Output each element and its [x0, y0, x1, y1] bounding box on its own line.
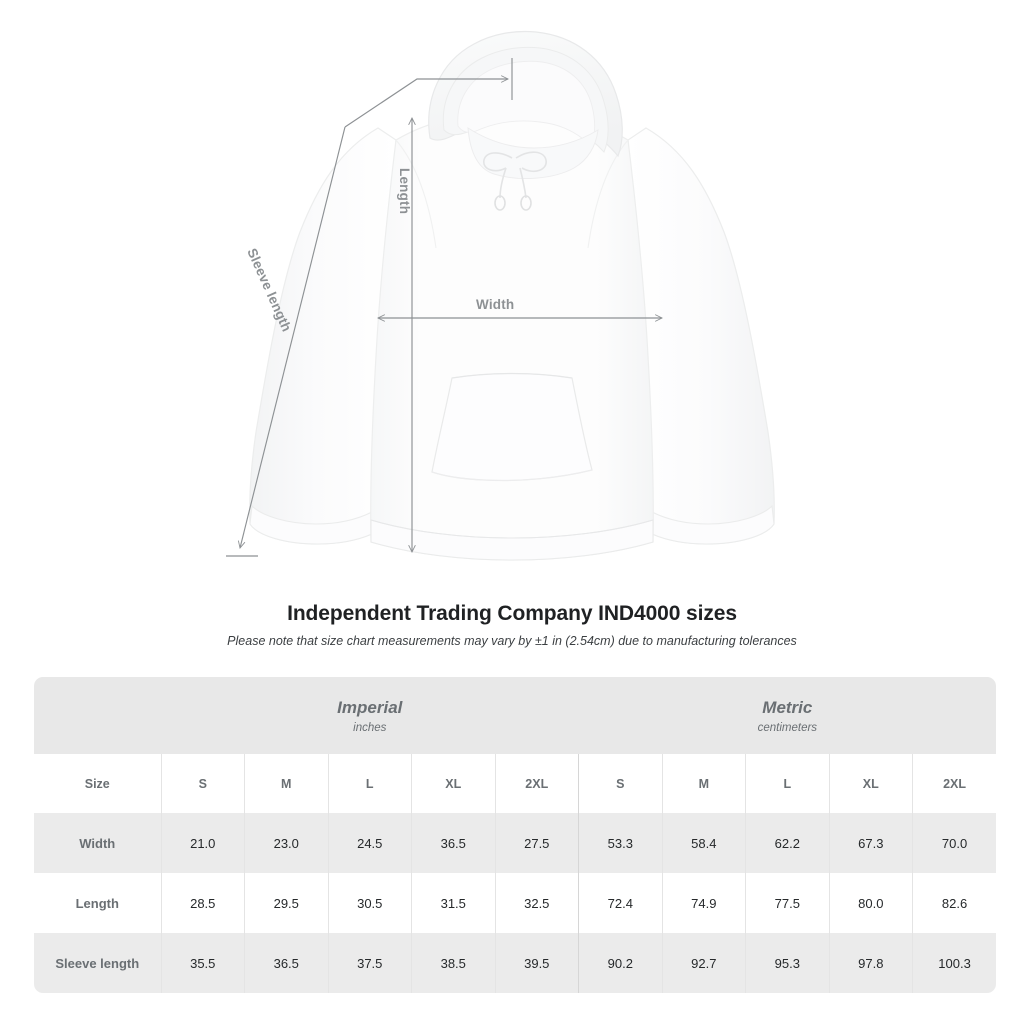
cell-sleeve-metric-xl: 97.8 [828, 933, 913, 993]
cell-width-metric-l: 62.2 [745, 813, 830, 873]
column-header-imperial-l: L [327, 754, 412, 813]
tolerance-note: Please note that size chart measurements… [227, 634, 797, 648]
cell-length-metric-2xl: 82.6 [912, 873, 997, 933]
cell-sleeve-imperial-s: 35.5 [160, 933, 245, 993]
cell-width-imperial-xl: 36.5 [411, 813, 495, 873]
measurement-guides [226, 58, 662, 557]
hoodie-illustration: Width Length Sleeve length [226, 30, 775, 561]
cell-sleeve-imperial-l: 37.5 [327, 933, 412, 993]
cell-sleeve-imperial-2xl: 39.5 [494, 933, 579, 993]
group-header-spacer [34, 677, 161, 754]
cell-width-imperial-l: 24.5 [327, 813, 412, 873]
column-header-metric-m: M [661, 754, 746, 813]
column-header-metric-l: L [745, 754, 830, 813]
width-dimension-label: Width [476, 297, 515, 312]
cell-sleeve-imperial-m: 36.5 [244, 933, 328, 993]
page-title: Independent Trading Company IND4000 size… [287, 602, 737, 625]
column-header-imperial-s: S [160, 754, 245, 813]
cell-length-metric-xl: 80.0 [828, 873, 913, 933]
cell-length-metric-l: 77.5 [745, 873, 830, 933]
column-header-metric-2xl: 2XL [912, 754, 997, 813]
table-row: Length 28.5 29.5 30.5 31.5 32.5 72.4 74.… [34, 873, 997, 933]
group-header-imperial: Imperial inches [161, 677, 579, 754]
cell-length-metric-m: 74.9 [661, 873, 746, 933]
cell-width-imperial-2xl: 27.5 [494, 813, 579, 873]
chart-heading: Independent Trading Company IND4000 size… [0, 602, 1024, 648]
drawstring-bow [483, 151, 547, 211]
row-label-width: Width [34, 813, 161, 873]
size-chart-table: Imperial inches Metric centimeters Size … [34, 677, 997, 993]
length-dimension-label: Length [397, 168, 412, 215]
cell-length-imperial-2xl: 32.5 [494, 873, 579, 933]
unit-group-header-row: Imperial inches Metric centimeters [34, 677, 997, 754]
row-label-sleeve-length: Sleeve length [34, 933, 161, 993]
cell-sleeve-imperial-xl: 38.5 [411, 933, 495, 993]
size-header-row: Size S M L XL 2XL S M L XL 2XL [34, 754, 997, 813]
cell-length-metric-s: 72.4 [578, 873, 663, 933]
group-system-imperial: Imperial [337, 697, 403, 717]
cell-sleeve-metric-m: 92.7 [661, 933, 746, 993]
size-table-container: Imperial inches Metric centimeters Size … [34, 677, 997, 993]
cell-sleeve-metric-2xl: 100.3 [912, 933, 997, 993]
cell-width-imperial-m: 23.0 [244, 813, 328, 873]
table-row: Width 21.0 23.0 24.5 36.5 27.5 53.3 58.4… [34, 813, 997, 873]
column-header-imperial-m: M [244, 754, 328, 813]
cell-sleeve-metric-l: 95.3 [745, 933, 830, 993]
group-unit-metric: centimeters [757, 722, 818, 735]
cell-length-imperial-s: 28.5 [160, 873, 245, 933]
column-header-metric-s: S [578, 754, 663, 813]
group-header-metric: Metric centimeters [578, 677, 997, 754]
column-header-metric-xl: XL [828, 754, 913, 813]
cell-width-metric-2xl: 70.0 [912, 813, 997, 873]
cell-length-imperial-l: 30.5 [327, 873, 412, 933]
cell-length-imperial-xl: 31.5 [411, 873, 495, 933]
cell-width-metric-m: 58.4 [661, 813, 746, 873]
column-header-size: Size [34, 754, 161, 813]
cell-length-imperial-m: 29.5 [244, 873, 328, 933]
column-header-imperial-xl: XL [411, 754, 495, 813]
hoodie-garment [249, 30, 775, 561]
sleeve-length-guide [226, 58, 513, 557]
group-unit-imperial: inches [353, 722, 387, 735]
group-system-metric: Metric [762, 697, 813, 717]
cell-width-imperial-s: 21.0 [160, 813, 245, 873]
row-label-length: Length [34, 873, 161, 933]
cell-width-metric-s: 53.3 [578, 813, 663, 873]
cell-sleeve-metric-s: 90.2 [578, 933, 663, 993]
cell-width-metric-xl: 67.3 [828, 813, 913, 873]
column-header-imperial-2xl: 2XL [494, 754, 579, 813]
table-row: Sleeve length 35.5 36.5 37.5 38.5 39.5 9… [34, 933, 997, 993]
